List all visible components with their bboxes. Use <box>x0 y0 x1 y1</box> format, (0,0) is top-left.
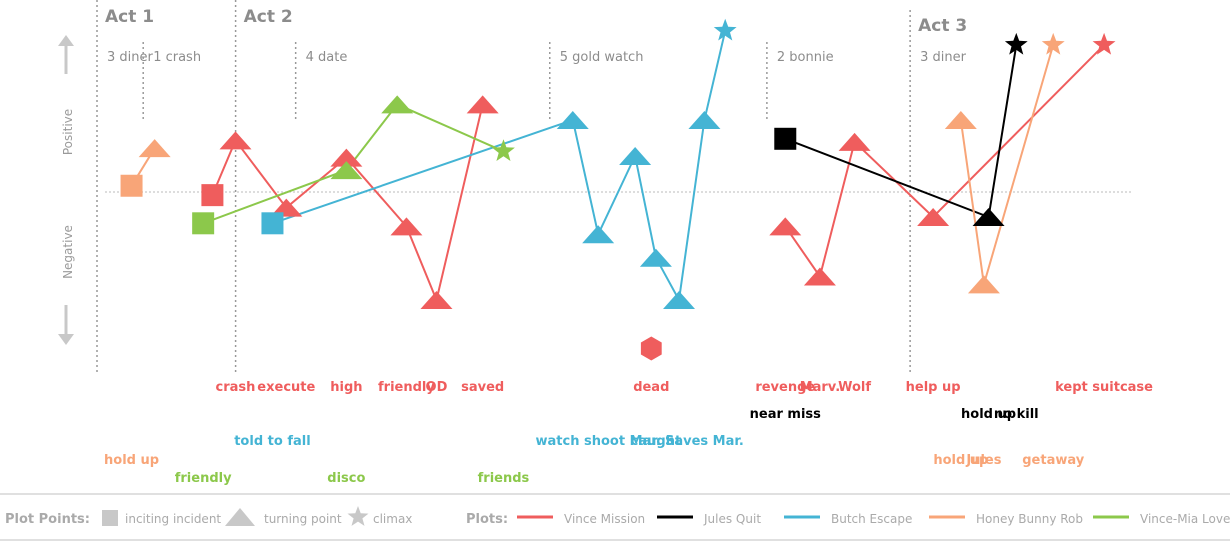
data-point-vince-mission <box>466 95 499 114</box>
event-label: high <box>330 380 362 395</box>
data-point-butch-escape <box>556 111 589 130</box>
scene-label: 5 gold watch <box>560 50 644 65</box>
y-label-negative: Negative <box>61 225 75 279</box>
event-label: Saves Mar. <box>665 434 744 449</box>
event-label: friendly <box>175 471 232 486</box>
data-point-butch-escape <box>261 212 284 235</box>
event-label: told to fall <box>234 434 310 449</box>
legend-series-label: Honey Bunny Rob <box>976 512 1083 526</box>
legend-plot-point-label: turning point <box>264 512 342 526</box>
legend-plots-label: Plots: <box>466 512 508 527</box>
event-label: caught <box>631 434 682 449</box>
data-point-honey-bunny-rob <box>138 139 171 158</box>
plot-markers <box>120 18 1116 361</box>
event-label: disco <box>327 471 365 486</box>
event-label: revenge <box>755 380 815 395</box>
event-label: help up <box>906 380 961 395</box>
data-point-butch-escape <box>582 225 615 244</box>
series-line-vince-mission <box>784 44 1105 279</box>
data-point-vince-mission <box>270 198 303 217</box>
climax-icon <box>347 506 369 526</box>
plot-lines <box>130 30 1105 304</box>
data-point-jules-quit <box>774 127 797 150</box>
series-line-vince-mission <box>211 104 484 304</box>
data-point-vince-mission <box>330 148 363 167</box>
data-point-butch-escape <box>663 290 696 309</box>
scene-dividers: 3 diner 1 crash 4 date 5 gold watch 2 bonnie… <box>107 42 967 120</box>
data-point-vince-mission <box>219 131 252 150</box>
legend-plot-points-label: Plot Points: <box>5 512 90 527</box>
event-label: friendly <box>378 380 435 395</box>
event-label: Jules <box>965 453 1001 468</box>
data-point-vince-mission <box>769 217 802 236</box>
act-label: Act 2 <box>244 7 293 27</box>
data-point-vince-mia-love <box>381 95 414 114</box>
data-point-butch-escape <box>688 111 721 130</box>
scene-label: 3 diner <box>107 50 154 65</box>
data-point-vince-mission <box>420 290 453 309</box>
scene-label: 2 bonnie <box>777 50 834 65</box>
down-arrow-icon <box>58 334 74 345</box>
data-point-vince-mia-love <box>330 161 363 180</box>
scene-label: 3 diner <box>920 50 967 65</box>
legend-plot-point-label: climax <box>373 512 412 526</box>
series-line-jules-quit <box>784 44 1018 219</box>
data-point-vince-mission <box>838 132 871 151</box>
event-label: crash <box>216 380 256 395</box>
scene-label: 4 date <box>306 50 348 65</box>
data-point-jules-quit <box>972 208 1005 227</box>
event-label: OD <box>426 380 448 395</box>
up-arrow-icon <box>58 35 74 46</box>
event-label: kept suitcase <box>1055 380 1153 395</box>
data-point-honey-bunny-rob <box>967 275 1000 294</box>
legend-plot-point-label: inciting incident <box>125 512 221 526</box>
series-line-vince-mia-love <box>202 103 504 225</box>
data-point-butch-escape <box>619 147 652 166</box>
act-label: Act 1 <box>105 7 154 27</box>
turning-point-icon <box>225 508 255 526</box>
data-point-vince-mia-love <box>192 212 215 235</box>
event-label: getaway <box>1022 453 1084 468</box>
event-label: near miss <box>750 407 822 422</box>
inciting-incident-icon <box>102 510 118 526</box>
data-point-honey-bunny-rob <box>944 111 977 130</box>
data-point-vince-mission <box>201 184 224 207</box>
legend-series-label: Butch Escape <box>831 512 912 526</box>
event-label: watch shoot Mar. <box>536 434 661 449</box>
legend-series-label: Vince-Mia Love <box>1140 512 1230 526</box>
event-label: friends <box>478 471 530 486</box>
act-label: Act 3 <box>918 16 967 36</box>
legend-series-label: Vince Mission <box>564 512 645 526</box>
data-point-honey-bunny-rob <box>120 174 143 197</box>
data-point-vince-mission <box>1092 32 1116 55</box>
legend: Plot Points: inciting incident turning poi… <box>0 493 1230 541</box>
scene-label: 1 crash <box>153 50 201 65</box>
data-point-vince-mission <box>917 208 950 227</box>
data-point-vince-mission-dead <box>640 336 662 361</box>
event-label: hold up <box>104 453 159 468</box>
event-label: saved <box>461 380 504 395</box>
data-point-jules-quit <box>1004 32 1028 55</box>
data-point-vince-mission <box>803 267 836 286</box>
event-label: Wolf <box>838 380 871 395</box>
series-line-butch-escape <box>272 30 727 304</box>
y-label-positive: Positive <box>61 109 75 155</box>
event-label: Marv. <box>800 380 840 395</box>
event-label: hold up <box>933 453 988 468</box>
data-point-honey-bunny-rob <box>1041 32 1065 55</box>
event-label: no kill <box>994 407 1039 422</box>
data-point-vince-mia-love <box>492 139 515 161</box>
data-point-butch-escape <box>639 248 672 267</box>
series-line-honey-bunny-rob <box>959 44 1055 285</box>
data-point-butch-escape <box>713 18 737 41</box>
event-label: hold up <box>961 407 1016 422</box>
legend-series-label: Jules Quit <box>703 512 761 526</box>
data-point-vince-mission <box>390 217 423 236</box>
event-label: dead <box>633 380 669 395</box>
event-label: execute <box>257 380 315 395</box>
act-dividers: Act 1 Act 2 Act 3 <box>96 0 967 375</box>
